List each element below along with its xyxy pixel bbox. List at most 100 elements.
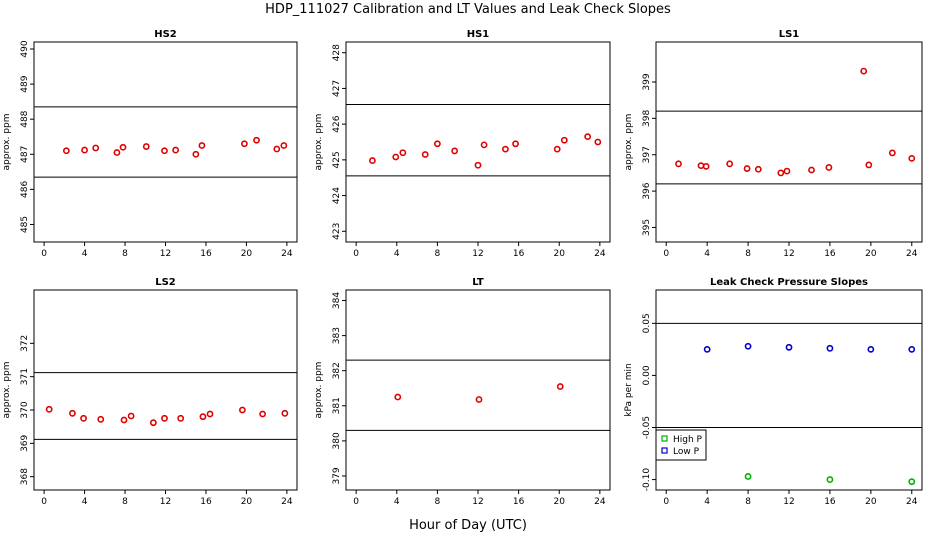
- data-point: [744, 342, 752, 350]
- x-tick-label: 4: [394, 249, 400, 259]
- y-tick-label: 371: [20, 368, 30, 385]
- data-point: [281, 409, 289, 417]
- y-axis-label: approx. ppm: [2, 114, 12, 171]
- data-point: [280, 142, 288, 149]
- data-point: [865, 161, 873, 169]
- y-tick-label: 368: [20, 468, 30, 485]
- y-tick-label: 396: [642, 182, 652, 199]
- x-tick-label: 24: [594, 497, 606, 507]
- data-point: [253, 136, 260, 144]
- panel-5: Leak Check Pressure Slopes kPa per min 0 4 8…: [624, 277, 923, 507]
- data-point: [433, 140, 441, 148]
- x-tick-label: 12: [472, 497, 483, 507]
- data-point: [177, 414, 185, 422]
- data-point: [860, 67, 868, 75]
- y-tick-label: 488: [20, 110, 30, 127]
- data-point: [553, 145, 561, 153]
- data-point: [113, 149, 121, 156]
- data-point: [475, 396, 483, 403]
- figure-title: HDP_111027 Calibration and LT Values and…: [265, 2, 671, 17]
- data-point: [512, 140, 519, 148]
- data-point: [161, 414, 168, 422]
- data-point: [198, 142, 206, 149]
- x-tick-label: 20: [865, 249, 877, 259]
- y-tick-label: -0.05: [642, 416, 652, 439]
- y-tick-label: 383: [332, 327, 342, 344]
- y-tick-label: 372: [20, 335, 30, 352]
- data-point: [238, 406, 246, 414]
- x-tick-label: 8: [122, 249, 128, 259]
- y-tick-label: 426: [332, 115, 342, 132]
- x-tick-label: 0: [663, 497, 669, 507]
- y-tick-label: 397: [642, 146, 652, 163]
- y-tick-label: 380: [332, 432, 342, 449]
- x-tick-label: 8: [745, 249, 751, 259]
- y-tick-label: -0.10: [642, 468, 652, 492]
- y-tick-label: 424: [332, 187, 342, 204]
- figure-xlabel: Hour of Day (UTC): [409, 518, 527, 533]
- data-point: [825, 164, 833, 171]
- data-point: [594, 138, 602, 146]
- x-tick-label: 8: [435, 497, 441, 507]
- plot-frame: [345, 41, 611, 243]
- data-point: [120, 416, 128, 424]
- data-point: [754, 165, 762, 173]
- y-tick-label: 486: [20, 181, 30, 198]
- y-tick-label: 379: [332, 467, 342, 484]
- y-tick-label: 425: [332, 151, 342, 168]
- y-axis-label: approx. ppm: [2, 362, 12, 419]
- data-point: [392, 153, 400, 161]
- y-tick-label: 382: [332, 362, 342, 379]
- x-tick-label: 20: [241, 497, 253, 507]
- data-point: [744, 473, 752, 480]
- data-point: [675, 160, 682, 168]
- x-tick-label: 12: [783, 249, 794, 259]
- x-tick-label: 8: [745, 497, 751, 507]
- data-point: [556, 383, 564, 390]
- x-tick-label: 0: [41, 497, 47, 507]
- y-tick-label: 487: [20, 146, 30, 163]
- x-tick-label: 4: [394, 497, 400, 507]
- data-point: [826, 476, 834, 483]
- panel-1: HS1 approx. ppm 0 4 8 12 16 20 24 423 424 425 426 427…: [314, 29, 611, 259]
- x-tick-label: 8: [122, 497, 128, 507]
- panel-title: HS2: [154, 29, 177, 40]
- data-point: [81, 146, 88, 154]
- panel-title: Leak Check Pressure Slopes: [710, 277, 868, 288]
- x-tick-label: 0: [353, 249, 359, 259]
- y-axis-label: approx. ppm: [314, 362, 324, 419]
- legend-label: Low P: [673, 447, 700, 457]
- data-point: [826, 344, 834, 352]
- panel-0: HS2 approx. ppm 0 4 8 12 16 20 24 485 486 487 488 489…: [2, 29, 298, 259]
- data-point: [451, 147, 459, 155]
- panel-2: LS1 approx. ppm 0 4 8 12 16 20 24 395 396 397 398 399: [624, 29, 923, 259]
- data-point: [394, 393, 402, 401]
- data-point: [92, 144, 100, 152]
- data-point: [908, 154, 916, 162]
- data-point: [560, 136, 568, 144]
- x-tick-label: 4: [82, 497, 88, 507]
- panel-title: LS1: [779, 29, 800, 40]
- data-point: [908, 345, 916, 353]
- data-point: [421, 151, 429, 158]
- data-point: [474, 161, 482, 169]
- data-point: [97, 415, 105, 423]
- data-point: [69, 409, 76, 417]
- x-tick-label: 20: [241, 249, 253, 259]
- x-tick-label: 20: [865, 497, 877, 507]
- data-point: [119, 143, 127, 151]
- y-tick-label: 398: [642, 110, 652, 127]
- y-tick-label: 485: [20, 216, 30, 233]
- x-tick-label: 20: [554, 249, 566, 259]
- y-tick-label: 381: [332, 397, 342, 414]
- data-point: [368, 157, 376, 164]
- data-point: [743, 165, 751, 172]
- x-tick-label: 24: [281, 497, 293, 507]
- data-point: [192, 150, 200, 158]
- x-tick-label: 4: [704, 249, 710, 259]
- panel-title: HS1: [467, 29, 490, 40]
- data-point: [908, 478, 916, 486]
- legend: High P Low P: [655, 429, 707, 461]
